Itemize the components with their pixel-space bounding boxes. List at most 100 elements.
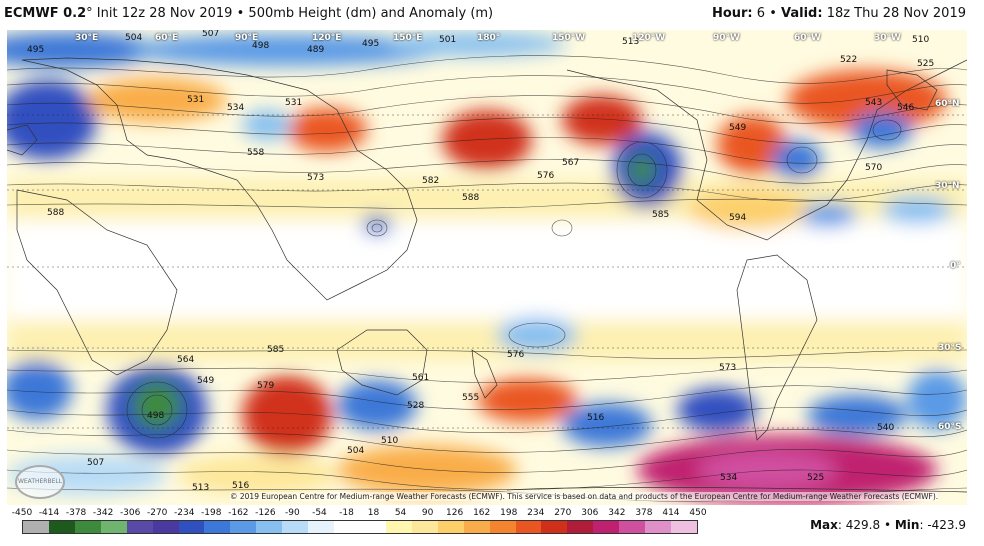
contour-label: 513	[192, 483, 209, 493]
contour-label: 576	[537, 171, 554, 181]
colorbar-tick: 450	[689, 508, 707, 518]
hour-label: Hour:	[711, 6, 753, 21]
colorbar-swatch	[619, 521, 646, 533]
colorbar	[22, 520, 698, 534]
colorbar-swatch	[126, 521, 153, 533]
map-canvas: 495 504 507 498 489 495 501 513 510 522 …	[7, 30, 967, 505]
contour-label: 504	[347, 446, 364, 456]
colorbar-tick: 342	[608, 508, 626, 518]
contour-label: 549	[729, 123, 746, 133]
lon-label: 60°W	[794, 33, 821, 43]
colorbar-swatch	[463, 521, 490, 533]
colorbar-swatch	[593, 521, 620, 533]
anomaly-map: 495 504 507 498 489 495 501 513 510 522 …	[7, 30, 967, 505]
contour-label: 513	[622, 37, 639, 47]
colorbar-swatch	[48, 521, 75, 533]
coastlines	[7, 57, 967, 493]
contour-label: 576	[507, 350, 524, 360]
extremes-bullet: •	[883, 518, 892, 532]
contour-label: 594	[729, 213, 746, 223]
contour-label: 585	[267, 345, 284, 355]
lon-label: 90°W	[713, 33, 740, 43]
colorbar-swatch	[645, 521, 672, 533]
contour-label: 531	[187, 95, 204, 105]
contour-label: 507	[202, 30, 219, 39]
contour-label: 546	[897, 103, 914, 113]
colorbar-swatch	[282, 521, 309, 533]
contour-label: 549	[197, 376, 214, 386]
contour-label: 543	[865, 98, 882, 108]
gridlines	[7, 114, 967, 429]
colorbar-swatch	[567, 521, 594, 533]
height-contours	[7, 55, 967, 502]
lat-label: 30°N	[935, 181, 960, 191]
field-name: 500mb Height (dm) and Anomaly (m)	[248, 6, 494, 21]
valid-label: Valid:	[781, 6, 823, 21]
contour-label: 501	[439, 35, 456, 45]
contour-label: 504	[125, 33, 142, 43]
colorbar-tick: 306	[581, 508, 599, 518]
contour-label: 588	[47, 208, 64, 218]
contour-label: 495	[27, 45, 44, 55]
contour-label: 561	[412, 373, 429, 383]
valid-bullet: •	[769, 6, 777, 21]
contour-label: 573	[307, 173, 324, 183]
contour-label: 588	[462, 193, 479, 203]
contour-label: 558	[247, 148, 264, 158]
contour-label: 498	[252, 41, 269, 51]
colorbar-tick: -270	[146, 508, 168, 518]
colorbar-swatch	[671, 521, 697, 533]
contour-label: 489	[307, 45, 324, 55]
colorbar-swatch	[308, 521, 335, 533]
lat-label: 30°S	[938, 343, 962, 353]
contour-label: 510	[912, 35, 929, 45]
colorbar-tick: -450	[11, 508, 33, 518]
contour-label: 570	[865, 163, 882, 173]
valid-time: Hour: 6 • Valid: 18z Thu 28 Nov 2019	[712, 6, 966, 21]
colorbar-tick: -414	[38, 508, 60, 518]
colorbar-swatch	[334, 521, 360, 533]
extremes: Max: 429.8 • Min: -423.9	[810, 518, 966, 532]
colorbar-tick: 270	[554, 508, 572, 518]
lon-label: 120°W	[632, 33, 666, 43]
colorbar-tick: 198	[500, 508, 518, 518]
contour-label: 567	[562, 158, 579, 168]
max-label: Max	[810, 518, 838, 532]
colorbar-swatch	[74, 521, 101, 533]
colorbar-tick: -342	[92, 508, 114, 518]
contour-label: 579	[257, 381, 274, 391]
colorbar-tick: 90	[421, 508, 434, 518]
colorbar-tick: -18	[339, 508, 354, 518]
colorbar-swatch	[411, 521, 438, 533]
contour-label: 564	[177, 355, 194, 365]
init-time: Init 12z 28 Nov 2019	[96, 6, 233, 21]
contour-label: 585	[652, 210, 669, 220]
contour-label: 510	[381, 436, 398, 446]
contour-label: 534	[720, 473, 737, 483]
model-degree: °	[86, 6, 93, 21]
contour-label: 507	[87, 458, 104, 468]
valid-value: 18z Thu 28 Nov 2019	[826, 6, 966, 21]
colorbar-swatch	[437, 521, 464, 533]
colorbar-tick: 378	[635, 508, 653, 518]
colorbar-tick: -126	[255, 508, 276, 518]
model-name: ECMWF 0.2	[4, 6, 87, 21]
contour-labels: 495 504 507 498 489 495 501 513 510 522 …	[27, 30, 934, 493]
lon-label: 180°	[477, 33, 501, 43]
lon-label: 30°W	[874, 33, 901, 43]
colorbar-tick: 162	[473, 508, 491, 518]
ecmwf-credit: © 2019 European Centre for Medium-range …	[230, 492, 939, 501]
colorbar-tick: -306	[119, 508, 141, 518]
contour-label: 573	[719, 363, 736, 373]
lon-label: 90°E	[235, 33, 259, 43]
colorbar-tick: -162	[228, 508, 249, 518]
colorbar-tick: 126	[446, 508, 464, 518]
colorbar-swatch	[385, 521, 412, 533]
hour-value: 6	[756, 6, 766, 21]
colorbar-tick: 18	[367, 508, 380, 518]
colorbar-swatch	[152, 521, 179, 533]
contour-label: 531	[285, 98, 302, 108]
contour-label: 528	[407, 401, 424, 411]
colorbar-tick: -378	[65, 508, 87, 518]
colorbar-swatch	[100, 521, 127, 533]
